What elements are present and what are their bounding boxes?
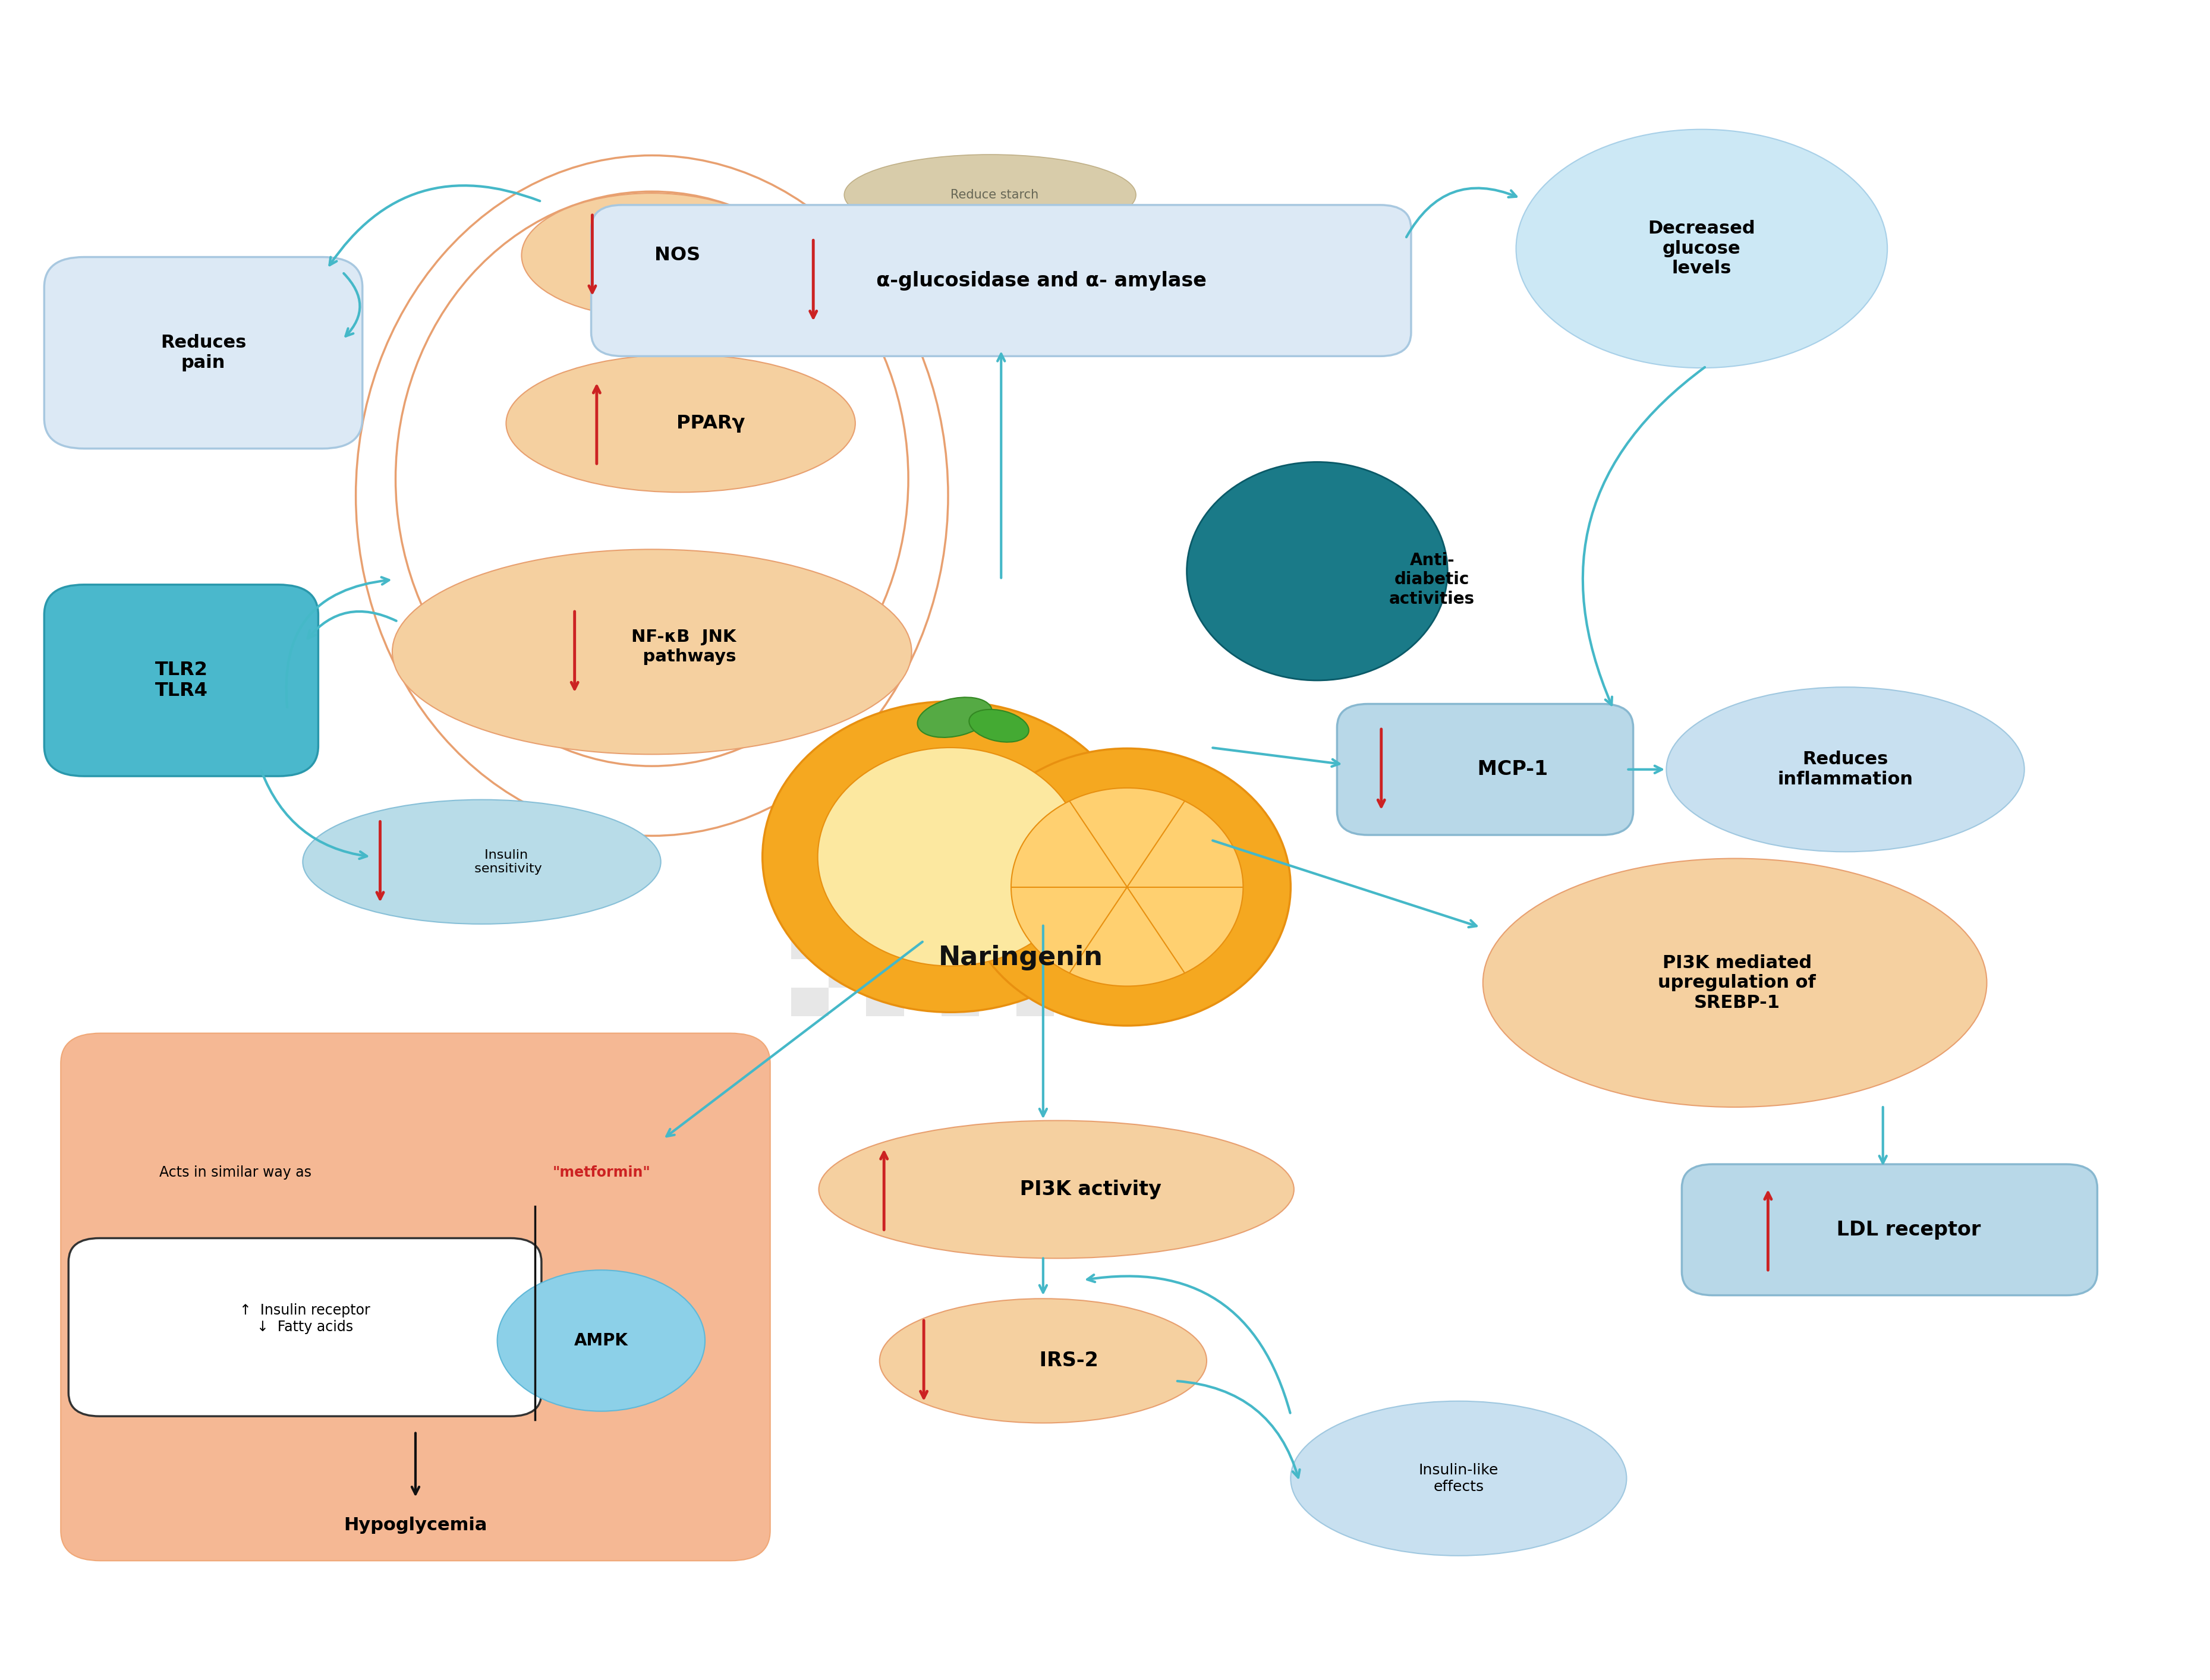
Ellipse shape	[1666, 687, 2024, 852]
Text: Reduce starch: Reduce starch	[950, 188, 1039, 202]
Ellipse shape	[1012, 788, 1242, 986]
Bar	[1092, 874, 1129, 902]
Bar	[941, 816, 979, 845]
Bar	[941, 988, 979, 1016]
Bar	[829, 788, 866, 816]
Bar	[1054, 845, 1092, 874]
Ellipse shape	[762, 702, 1138, 1011]
FancyBboxPatch shape	[44, 585, 318, 776]
Bar	[866, 816, 904, 845]
Text: TLR2
TLR4: TLR2 TLR4	[155, 660, 208, 701]
Bar	[1092, 988, 1129, 1016]
Text: NF-κB  JNK
   pathways: NF-κB JNK pathways	[625, 628, 736, 665]
FancyBboxPatch shape	[1682, 1164, 2097, 1295]
Bar	[791, 931, 829, 959]
Bar	[1129, 845, 1167, 874]
Ellipse shape	[1516, 129, 1887, 368]
Bar	[1017, 988, 1054, 1016]
Bar	[791, 816, 829, 845]
Bar	[1092, 816, 1129, 845]
Bar	[904, 845, 941, 874]
Bar	[904, 788, 941, 816]
Text: AMPK: AMPK	[575, 1332, 628, 1349]
Ellipse shape	[1291, 1401, 1627, 1556]
Text: ↑  Insulin receptor
↓  Fatty acids: ↑ Insulin receptor ↓ Fatty acids	[239, 1304, 371, 1334]
Bar	[1017, 816, 1054, 845]
Text: Hypoglycemia: Hypoglycemia	[345, 1517, 486, 1534]
Ellipse shape	[844, 155, 1136, 235]
Bar	[1129, 959, 1167, 988]
Text: Reduces
inflammation: Reduces inflammation	[1777, 751, 1914, 788]
Bar	[904, 959, 941, 988]
Ellipse shape	[964, 749, 1291, 1025]
Text: Anti-
diabetic
activities: Anti- diabetic activities	[1390, 553, 1474, 606]
Text: Reduces
pain: Reduces pain	[161, 334, 245, 371]
Ellipse shape	[303, 800, 661, 924]
Text: PI3K mediated
upregulation of
SREBP-1: PI3K mediated upregulation of SREBP-1	[1658, 954, 1817, 1011]
FancyBboxPatch shape	[62, 1033, 771, 1561]
Bar	[1092, 931, 1129, 959]
Bar	[1017, 874, 1054, 902]
Bar	[1054, 902, 1092, 931]
Bar	[941, 931, 979, 959]
Bar	[1054, 788, 1092, 816]
Bar	[1129, 902, 1167, 931]
Bar	[1017, 931, 1054, 959]
Bar	[904, 902, 941, 931]
Text: Decreased
glucose
levels: Decreased glucose levels	[1649, 220, 1755, 277]
Text: "metformin": "metformin"	[552, 1166, 650, 1179]
Bar	[866, 874, 904, 902]
Bar	[979, 902, 1017, 931]
Text: Insulin
  sensitivity: Insulin sensitivity	[466, 848, 541, 875]
FancyBboxPatch shape	[592, 205, 1410, 356]
Bar	[829, 959, 866, 988]
Text: PI3K activity: PI3K activity	[1012, 1179, 1162, 1200]
Ellipse shape	[1483, 858, 1987, 1107]
Bar	[866, 931, 904, 959]
Ellipse shape	[880, 1299, 1207, 1423]
Text: Naringenin: Naringenin	[939, 944, 1103, 971]
Text: Acts in similar way as: Acts in similar way as	[159, 1166, 316, 1179]
Text: PPARγ: PPARγ	[670, 415, 745, 432]
Bar	[829, 845, 866, 874]
Text: NOS: NOS	[648, 247, 701, 264]
Bar	[1054, 959, 1092, 988]
Bar	[979, 845, 1017, 874]
Bar	[791, 874, 829, 902]
Text: MCP-1: MCP-1	[1472, 759, 1547, 780]
Ellipse shape	[968, 709, 1030, 743]
Ellipse shape	[1187, 462, 1448, 680]
FancyBboxPatch shape	[44, 257, 362, 449]
FancyBboxPatch shape	[69, 1238, 541, 1416]
Bar	[866, 988, 904, 1016]
Ellipse shape	[506, 354, 855, 492]
Bar	[979, 788, 1017, 816]
Ellipse shape	[818, 1121, 1295, 1258]
FancyBboxPatch shape	[1337, 704, 1633, 835]
Text: α-glucosidase and α- amylase: α-glucosidase and α- amylase	[862, 270, 1207, 291]
Bar	[1129, 788, 1167, 816]
Bar	[979, 959, 1017, 988]
Ellipse shape	[497, 1270, 705, 1411]
Ellipse shape	[522, 193, 782, 318]
Bar	[791, 988, 829, 1016]
Text: Insulin-like
effects: Insulin-like effects	[1419, 1463, 1498, 1494]
Bar	[941, 874, 979, 902]
Bar	[829, 902, 866, 931]
Ellipse shape	[818, 748, 1083, 966]
Ellipse shape	[917, 697, 992, 738]
Text: LDL receptor: LDL receptor	[1830, 1220, 1980, 1240]
Ellipse shape	[391, 549, 913, 754]
Text: IRS-2: IRS-2	[1032, 1351, 1098, 1371]
